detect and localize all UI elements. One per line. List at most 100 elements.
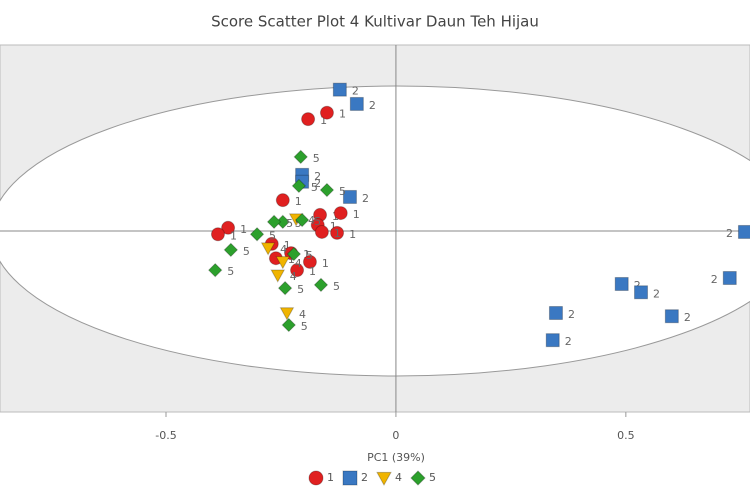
- point: [223, 242, 239, 258]
- point-label: 5: [333, 280, 340, 293]
- point: [291, 178, 307, 194]
- point-label: 2: [565, 335, 572, 348]
- legend-marker: [410, 470, 426, 486]
- point: [249, 227, 265, 242]
- point-label: 1: [339, 108, 346, 121]
- point-label: 2: [314, 170, 321, 183]
- point-label: 2: [352, 85, 359, 98]
- point-label: 2: [568, 308, 575, 321]
- plot: 1111111111111112222222222224444455555555…: [0, 45, 750, 412]
- point-label: 4: [299, 308, 306, 321]
- point: [301, 112, 316, 127]
- legend-label: 1: [327, 471, 334, 484]
- point-label: 5: [311, 181, 318, 194]
- point: [207, 262, 223, 278]
- x-tick-label: 0.5: [617, 429, 635, 442]
- point-label: 4: [290, 270, 297, 283]
- point: [277, 280, 293, 296]
- point: [281, 317, 296, 333]
- legend-label: 2: [361, 471, 368, 484]
- point: [221, 220, 236, 235]
- legend-label: 4: [395, 471, 402, 484]
- point-label: 5: [286, 217, 293, 230]
- point: [260, 242, 276, 256]
- point: [333, 206, 348, 221]
- point: [330, 225, 345, 240]
- point: [319, 182, 335, 198]
- point: [266, 214, 282, 230]
- chart-title: Score Scatter Plot 4 Kultivar Daun Teh H…: [211, 13, 539, 31]
- point: [293, 149, 308, 165]
- point: [270, 269, 286, 283]
- point-label: 2: [726, 227, 733, 240]
- x-axis-label: PC1 (39%): [367, 451, 425, 464]
- point-label: 1: [322, 257, 329, 270]
- legend-label: 5: [429, 471, 436, 484]
- point-label: 5: [227, 265, 234, 278]
- point-label: 1: [295, 195, 302, 208]
- legend-marker: [308, 470, 324, 486]
- point-label: 2: [314, 177, 321, 190]
- x-tick-label: -0.5: [155, 429, 176, 442]
- point: [290, 263, 305, 278]
- point-label: 5: [306, 249, 313, 262]
- point: [737, 224, 750, 239]
- point: [545, 333, 560, 348]
- point-label: 1: [334, 227, 341, 240]
- point-label: 1: [240, 223, 247, 236]
- point: [349, 96, 364, 111]
- point-label: 1: [353, 208, 360, 221]
- point-label: 5: [339, 185, 346, 198]
- point-label: 1: [230, 229, 237, 242]
- point-label: 2: [684, 311, 691, 324]
- point: [275, 193, 290, 208]
- point-label: 1: [288, 253, 295, 266]
- point-label: 5: [295, 217, 302, 230]
- point-label: 1: [330, 220, 337, 233]
- point-label: 4: [280, 243, 287, 256]
- point: [210, 227, 225, 242]
- point-label: 5: [301, 320, 308, 333]
- point-label: 2: [369, 99, 376, 112]
- point: [342, 189, 357, 204]
- point: [314, 224, 329, 239]
- legend-item: 2: [342, 470, 368, 486]
- point: [332, 82, 347, 97]
- point-label: 4: [308, 214, 315, 227]
- point-label: 1: [349, 228, 356, 241]
- point: [275, 214, 291, 230]
- point: [279, 307, 295, 321]
- point: [313, 277, 329, 293]
- point: [286, 246, 302, 262]
- point-label: 2: [362, 192, 369, 205]
- point-label: 5: [243, 245, 250, 258]
- point-label: 1: [309, 265, 316, 278]
- point-label: 2: [634, 279, 641, 292]
- legend-marker: [376, 471, 392, 487]
- point: [722, 271, 737, 286]
- point-label: 5: [313, 152, 320, 165]
- point-label: 5: [297, 283, 304, 296]
- legend-item: 5: [410, 470, 436, 486]
- point: [634, 285, 649, 300]
- point-label: 1: [320, 114, 327, 127]
- x-tick-label: 0: [392, 429, 399, 442]
- legend-marker: [342, 470, 358, 486]
- point-label: 5: [314, 215, 321, 228]
- point: [275, 256, 291, 270]
- legend-item: 1: [308, 470, 334, 486]
- legend-item: 4: [376, 471, 402, 487]
- point: [294, 212, 310, 228]
- point-label: 5: [269, 229, 276, 242]
- point: [548, 305, 563, 320]
- point: [614, 276, 629, 291]
- point: [319, 105, 334, 120]
- point-label: 1: [303, 248, 310, 261]
- point-label: 1: [284, 239, 291, 252]
- point-label: 2: [653, 287, 660, 300]
- point: [664, 309, 679, 324]
- point: [302, 254, 317, 269]
- point-label: 2: [711, 273, 718, 286]
